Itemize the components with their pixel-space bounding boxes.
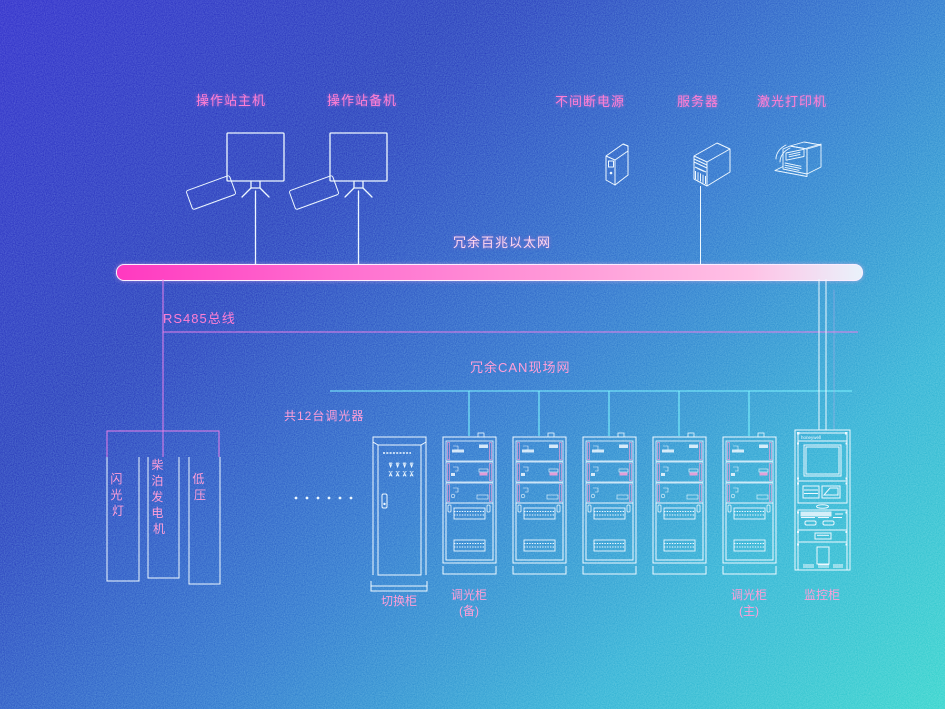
svg-text:(主): (主): [739, 604, 759, 618]
svg-text:honeywell: honeywell: [801, 435, 821, 440]
svg-text:调光柜: 调光柜: [451, 588, 487, 602]
svg-text:低 压: 低 压: [192, 472, 207, 502]
svg-text:切换柜: 切换柜: [381, 594, 417, 608]
svg-text:(备): (备): [459, 604, 479, 618]
svg-text:监控柜: 监控柜: [804, 588, 840, 602]
svg-text:调光柜: 调光柜: [731, 588, 767, 602]
svg-text:柴 泊 发 电: 柴 泊 发 电 机: [151, 458, 166, 536]
svg-text:闪 光 灯: 闪 光 灯: [110, 472, 125, 518]
svg-text:冗余CAN现场网: 冗余CAN现场网: [470, 360, 570, 375]
svg-text:RS485总线: RS485总线: [163, 311, 236, 326]
svg-text:共12台调光器: 共12台调光器: [284, 408, 364, 423]
